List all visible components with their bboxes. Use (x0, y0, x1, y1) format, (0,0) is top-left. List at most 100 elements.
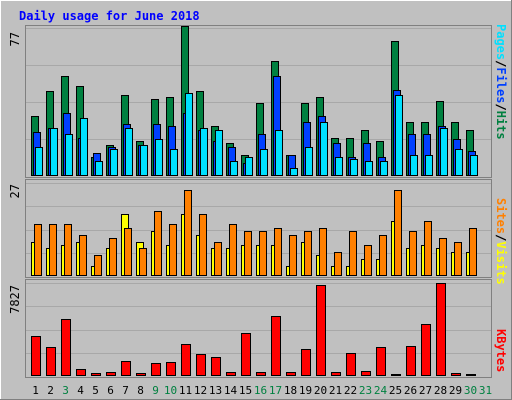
bar-pages-day-15 (245, 157, 253, 176)
bar-sites-day-15 (244, 231, 252, 276)
bar-pages-day-1 (35, 147, 43, 176)
legend-top: Pages/Files/Hits (494, 24, 508, 140)
legend-hits: Hits (494, 111, 508, 140)
panel-top-bars (31, 26, 478, 176)
bar-pages-day-30 (470, 155, 478, 176)
bar-kbytes-day-25 (391, 374, 401, 376)
bar-kbytes-day-8 (136, 373, 146, 376)
bar-pages-day-12 (200, 128, 208, 176)
bar-sites-day-24 (379, 235, 387, 276)
bar-kbytes-day-15 (241, 333, 251, 376)
day-label-11: 11 (179, 384, 192, 397)
bar-pages-day-8 (140, 145, 148, 176)
day-label-15: 15 (239, 384, 252, 397)
bar-pages-day-26 (410, 155, 418, 176)
bar-kbytes-day-19 (301, 349, 311, 376)
x-axis-day-labels: 1 2 3 4 5 6 7 8 9 10 11 12 13 14 15 16 17 18 19 20 21 22 23 24 2… (32, 384, 492, 397)
bar-sites-day-29 (454, 242, 462, 276)
day-label-17: 17 (269, 384, 282, 397)
day-label-8: 8 (137, 384, 144, 397)
legend-mid: Sites/Visits (494, 198, 508, 285)
bar-kbytes-day-9 (151, 363, 161, 376)
panel-mid-bars (31, 190, 477, 276)
day-label-19: 19 (299, 384, 312, 397)
day-label-23: 23 (359, 384, 372, 397)
bar-kbytes-day-6 (106, 372, 116, 376)
legend-pages: Pages (494, 24, 508, 60)
bar-pages-day-9 (155, 139, 163, 176)
bar-kbytes-day-3 (61, 319, 71, 376)
bar-kbytes-day-2 (46, 347, 56, 376)
bar-kbytes-day-18 (286, 372, 296, 376)
bar-pages-day-4 (80, 118, 88, 176)
chart-title: Daily usage for June 2018 (19, 9, 200, 23)
legend-sep-1: / (494, 60, 508, 67)
bar-kbytes-day-29 (451, 373, 461, 376)
bar-pages-day-13 (215, 130, 223, 176)
legend-sep-3: / (494, 234, 508, 241)
bar-sites-day-13 (214, 242, 222, 276)
bar-sites-day-26 (409, 231, 417, 276)
bar-sites-day-12 (199, 214, 207, 276)
bar-pages-day-18 (290, 168, 298, 176)
day-label-18: 18 (284, 384, 297, 397)
day-label-7: 7 (122, 384, 129, 397)
bar-kbytes-day-24 (376, 347, 386, 376)
day-label-14: 14 (224, 384, 238, 397)
panel-bot-ymax-label: 7827 (8, 285, 22, 314)
bar-sites-day-22 (349, 231, 357, 276)
bar-kbytes-day-23 (361, 371, 371, 376)
bar-pages-day-28 (440, 128, 448, 176)
bar-pages-day-14 (230, 161, 238, 176)
day-label-29: 29 (449, 384, 462, 397)
day-label-1: 1 (32, 384, 39, 397)
bar-pages-day-19 (305, 147, 313, 176)
bar-kbytes-day-16 (256, 372, 266, 376)
panel-top: 77 Pages/Files/Hits (8, 24, 508, 178)
legend-sites: Sites (494, 198, 508, 234)
bar-pages-day-24 (380, 161, 388, 176)
bar-kbytes-day-21 (331, 372, 341, 376)
day-label-6: 6 (107, 384, 114, 397)
day-label-4: 4 (77, 384, 84, 397)
bar-kbytes-day-14 (226, 372, 236, 376)
day-label-21: 21 (329, 384, 342, 397)
panel-bot: 7827 KBytes (8, 279, 508, 378)
bar-pages-day-27 (425, 155, 433, 176)
bar-kbytes-day-20 (316, 285, 326, 376)
bar-sites-day-1 (34, 224, 42, 276)
bar-sites-day-30 (469, 228, 477, 276)
bar-sites-day-20 (319, 228, 327, 276)
day-label-5: 5 (92, 384, 99, 397)
bar-sites-day-2 (49, 224, 57, 276)
bar-sites-day-10 (169, 224, 177, 276)
bar-pages-day-23 (365, 161, 373, 176)
bar-sites-day-6 (109, 238, 117, 276)
bar-pages-day-10 (170, 149, 178, 176)
legend-sep-2: / (494, 103, 508, 110)
bar-kbytes-day-22 (346, 353, 356, 376)
bar-pages-day-29 (455, 149, 463, 176)
bar-sites-day-5 (94, 255, 102, 276)
bar-kbytes-day-27 (421, 324, 431, 376)
bar-sites-day-9 (154, 211, 162, 276)
bar-sites-day-18 (289, 235, 297, 276)
bar-sites-day-17 (274, 228, 282, 276)
bar-pages-day-5 (95, 161, 103, 176)
day-label-31: 31 (479, 384, 492, 397)
bar-pages-day-6 (110, 149, 118, 176)
bar-sites-day-27 (424, 221, 432, 276)
day-label-10: 10 (164, 384, 177, 397)
bar-kbytes-day-10 (166, 362, 176, 376)
day-label-26: 26 (404, 384, 417, 397)
bar-pages-day-17 (275, 130, 283, 176)
panel-bot-bars (31, 283, 476, 376)
legend-bot: KBytes (494, 329, 508, 372)
bar-pages-day-11 (185, 93, 193, 176)
legend-files: Files (494, 67, 508, 103)
bar-kbytes-day-4 (76, 369, 86, 376)
bar-kbytes-day-1 (31, 336, 41, 376)
bar-pages-day-3 (65, 134, 73, 176)
bar-kbytes-day-26 (406, 346, 416, 376)
bar-pages-day-21 (335, 157, 343, 176)
